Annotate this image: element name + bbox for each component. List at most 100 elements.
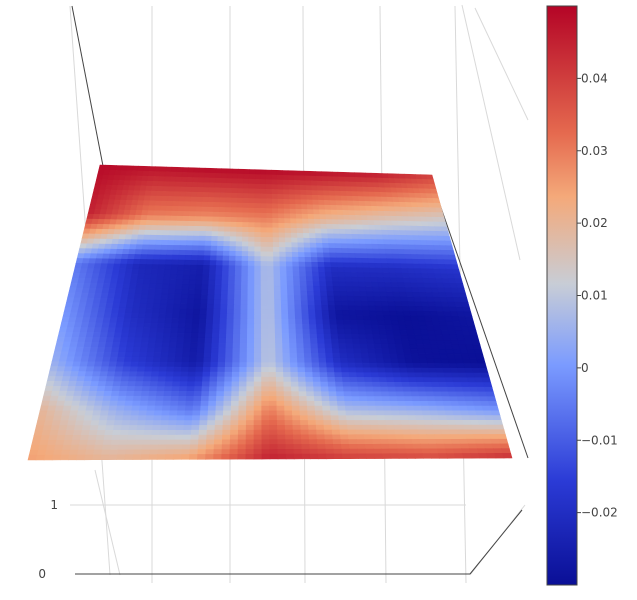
surface-cell <box>309 242 318 249</box>
surface-cell <box>375 310 384 316</box>
surface-cell <box>473 349 484 355</box>
surface-cell <box>151 429 161 436</box>
surface-cell <box>149 386 158 392</box>
surface-cell <box>323 329 332 335</box>
surface-cell <box>217 226 225 233</box>
surface-cell <box>331 429 341 436</box>
surface-cell <box>343 396 353 402</box>
surface-cell <box>151 366 161 373</box>
surface-cell <box>282 352 291 359</box>
surface-cell <box>268 396 278 402</box>
surface-cell <box>266 213 273 219</box>
surface-cell <box>326 372 336 378</box>
surface-cell <box>377 420 387 426</box>
surface-cell <box>425 429 435 435</box>
surface-cell <box>213 308 221 315</box>
surface-cell <box>336 262 345 268</box>
surface-cell <box>146 352 155 358</box>
surface-cell <box>131 307 140 314</box>
surface-cell <box>274 323 283 330</box>
surface-cell <box>157 269 166 275</box>
surface-cell <box>189 352 198 358</box>
surface-cell <box>328 190 336 197</box>
surface-cell <box>169 274 178 280</box>
surface-cell <box>402 386 412 393</box>
surface-cell <box>329 252 337 259</box>
surface-cell <box>175 176 183 183</box>
surface-cell <box>246 362 255 368</box>
surface-cell <box>232 362 241 368</box>
surface-cell <box>217 236 225 242</box>
surface-cell <box>237 429 247 436</box>
surface-cell <box>60 415 70 421</box>
z-axis-ticks: 1 0 <box>38 498 58 581</box>
surface-cell <box>312 376 321 383</box>
surface-cell <box>260 294 269 301</box>
surface-cell <box>357 448 367 455</box>
surface-cell <box>289 203 297 210</box>
surface-cell <box>349 381 359 388</box>
surface-cell <box>299 410 309 416</box>
surface-cell <box>288 333 297 340</box>
surface-cell <box>81 351 91 358</box>
surface-cell <box>168 347 177 353</box>
surface-cell <box>155 234 164 241</box>
surface-cell <box>305 276 314 282</box>
surface-cell <box>309 453 319 460</box>
surface-cell <box>401 381 411 388</box>
surface-cell <box>162 279 171 285</box>
surface-cell <box>166 244 175 251</box>
surface-cell <box>97 425 107 431</box>
surface-cell <box>216 381 225 387</box>
surface-cell <box>253 396 262 402</box>
surface-cell <box>227 299 235 305</box>
surface-cell <box>267 285 275 291</box>
surface-cell <box>100 454 110 461</box>
surface-cell <box>435 207 444 214</box>
surface-cell <box>261 367 270 373</box>
surface-cell <box>415 420 426 426</box>
surface-cell <box>265 179 273 185</box>
surface-cell <box>197 337 206 344</box>
surface-cell <box>179 386 188 392</box>
surface-cell <box>306 400 316 407</box>
surface-cell <box>30 444 40 451</box>
surface-cell <box>171 259 179 266</box>
surface-cell <box>97 307 107 314</box>
surface-cell <box>293 180 301 186</box>
surface-cell <box>191 420 201 426</box>
surface-cell <box>184 415 193 421</box>
surface-cell <box>54 405 65 412</box>
surface-cell <box>404 358 414 364</box>
surface-cell <box>231 381 240 387</box>
surface-cell <box>347 357 356 364</box>
surface-cell <box>108 361 118 368</box>
surface-cell <box>222 434 231 441</box>
surface-cell <box>325 353 334 359</box>
surface-cell <box>491 415 502 421</box>
surface-cell <box>294 309 303 316</box>
surface-cell <box>71 400 81 407</box>
surface-cell <box>253 420 263 426</box>
surface-cell <box>240 299 249 305</box>
surface-cell <box>236 217 244 223</box>
surface-cell <box>170 215 178 222</box>
surface-cell <box>133 254 142 260</box>
surface-cell <box>137 200 145 206</box>
surface-cell <box>199 415 209 421</box>
surface-cell <box>424 386 434 393</box>
surface-cell <box>363 234 372 240</box>
surface-cell <box>383 358 392 364</box>
surface-cell <box>489 405 500 412</box>
surface-cell <box>340 439 350 445</box>
surface-cell <box>105 268 114 275</box>
surface-cell <box>202 196 209 203</box>
surface-cell <box>230 415 239 421</box>
surface-cell <box>390 358 400 364</box>
surface-cell <box>78 439 89 446</box>
surface-cell <box>152 425 162 431</box>
surface-cell <box>289 343 298 349</box>
surface-cell <box>385 329 395 336</box>
surface-cell <box>207 197 215 203</box>
surface-cell <box>314 228 322 235</box>
